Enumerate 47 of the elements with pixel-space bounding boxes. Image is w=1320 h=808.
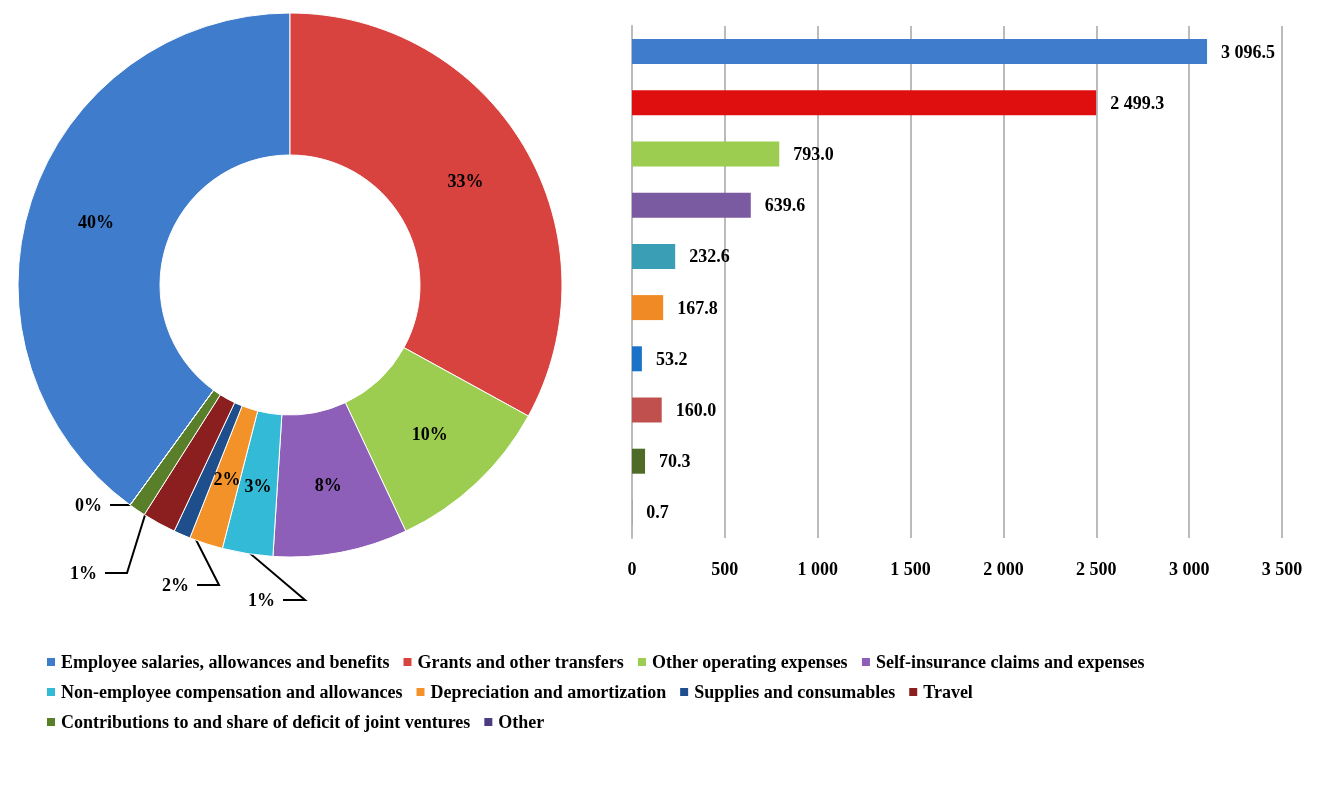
data-label: 639.6 [764, 195, 806, 216]
x-tick-label: 1 500 [890, 559, 931, 579]
legend-label: Supplies and consumables [694, 682, 896, 702]
data-label: 10% [411, 423, 448, 444]
data-label: 70.3 [659, 451, 691, 472]
data-label: 160.0 [675, 400, 717, 420]
data-label: 3% [244, 476, 272, 497]
bar [632, 295, 664, 321]
x-tick-label: 0 [627, 559, 637, 579]
bar [632, 39, 1208, 65]
bar [632, 346, 642, 372]
x-tick-label: 1 000 [797, 559, 838, 579]
data-label: 793.0 [793, 144, 834, 164]
legend-label: Depreciation and amortization [430, 682, 667, 702]
legend-label: Self-insurance claims and expenses [875, 652, 1145, 672]
bar [632, 448, 646, 474]
legend-label: Other [498, 712, 545, 732]
bar [632, 141, 780, 167]
data-label: 232.6 [689, 246, 730, 267]
data-label: 33% [447, 171, 484, 192]
data-label: 0.7 [646, 502, 669, 523]
x-tick-label: 3 000 [1168, 559, 1210, 579]
data-label: 53.2 [655, 348, 688, 369]
x-tick-label: 500 [711, 559, 739, 579]
x-tick-label: 2 000 [983, 559, 1024, 579]
data-label: 3 096.5 [1221, 41, 1276, 62]
legend-label: Non-employee compensation and allowances [61, 682, 403, 702]
data-label: 2% [162, 575, 189, 595]
legend-label: Employee salaries, allowances and benefits [61, 652, 390, 672]
data-label: 1% [70, 563, 97, 583]
data-label: 2 499.3 [1110, 92, 1165, 113]
legend-label: Contributions to and share of deficit of joint ventures [61, 712, 471, 732]
bar [632, 397, 662, 423]
bar [632, 192, 751, 218]
bar [632, 90, 1097, 116]
data-label: 2% [213, 469, 241, 490]
legend-label: Other operating expenses [651, 652, 848, 672]
data-label: 167.8 [677, 297, 718, 318]
data-label: 1% [248, 590, 275, 610]
x-tick-label: 2 500 [1076, 559, 1117, 579]
data-label: 8% [314, 475, 342, 496]
legend-label: Grants and other transfers [417, 652, 624, 672]
bar [632, 243, 676, 269]
text: 0% [75, 495, 102, 515]
legend-label: Travel [923, 682, 973, 702]
data-label: 40% [77, 211, 114, 232]
x-tick-label: 3 500 [1261, 559, 1303, 579]
